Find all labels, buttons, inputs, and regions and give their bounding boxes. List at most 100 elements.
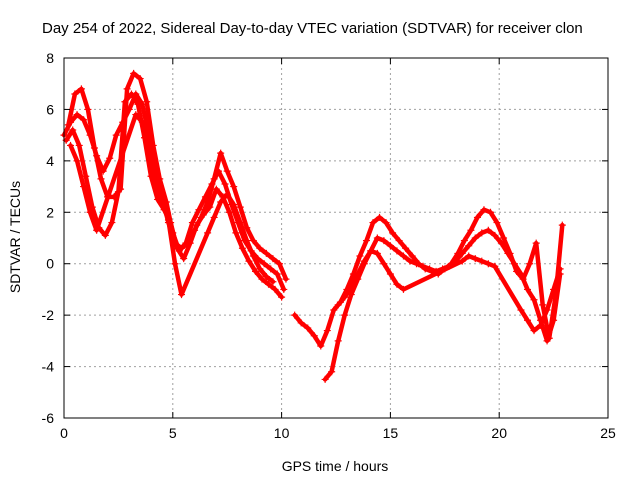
data-point [80,183,88,191]
data-point [386,270,394,278]
data-point [158,198,166,206]
data-point [360,257,368,265]
data-point [471,234,479,242]
data-point [249,237,257,245]
data-point [389,229,397,237]
data-point [317,342,325,350]
data-point [517,270,525,278]
data-point [334,301,342,309]
data-point [269,255,277,263]
data-point [550,316,558,324]
data-point [556,265,564,273]
data-point [101,231,109,239]
data-point [282,275,290,283]
data-point [402,244,410,252]
data-point [217,198,225,206]
data-point [321,375,329,383]
x-tick-label: 5 [169,425,177,441]
data-point [380,237,388,245]
data-point [236,203,244,211]
series-trace [335,248,563,333]
data-point [347,283,355,291]
data-layer [60,69,566,383]
data-point [297,319,305,327]
y-tick-label: 0 [46,256,54,272]
data-point [328,368,336,376]
data-point [132,111,140,119]
data-point [67,141,75,149]
data-point [460,237,468,245]
data-point [256,265,264,273]
data-point [112,131,120,139]
data-point [80,116,88,124]
y-tick-label: 6 [46,101,54,117]
data-point [193,221,201,229]
data-point [86,208,94,216]
data-point [238,244,246,252]
data-point [267,265,275,273]
y-tick-label: -4 [42,359,55,375]
data-point [341,311,349,319]
data-point [356,252,364,260]
data-point [367,247,375,255]
y-tick-label: -6 [42,410,55,426]
data-point [373,249,381,257]
y-tick-label: -2 [42,307,55,323]
data-point [530,327,538,335]
data-point [82,172,90,180]
data-point [73,111,81,119]
series-trace [68,112,276,297]
data-point [214,167,222,175]
data-point [206,203,214,211]
grid-layer [64,58,608,418]
plot-frame [63,57,609,419]
series-trace [63,91,284,300]
data-point [127,90,135,98]
data-point [537,321,545,329]
data-point [341,293,349,301]
data-point [151,175,159,183]
data-point [251,267,259,275]
data-point [275,260,283,268]
data-point [171,260,179,268]
data-point [532,239,540,247]
data-point [136,75,144,83]
data-point [134,100,142,108]
data-point [323,327,331,335]
data-point [408,252,416,260]
series-s7 [334,247,564,335]
data-point [543,306,551,314]
x-tick-label: 25 [600,425,616,441]
data-point [278,293,286,301]
x-tick-label: 15 [383,425,399,441]
data-point [493,219,501,227]
data-point [230,183,238,191]
data-point [256,244,264,252]
data-point [130,69,138,77]
chart-title: Day 254 of 2022, Sidereal Day-to-day VTE… [42,20,583,37]
data-point [526,260,534,268]
data-point [491,262,499,270]
data-point [114,188,122,196]
data-point [186,239,194,247]
data-point [465,252,473,260]
data-point [399,285,407,293]
data-point [208,180,216,188]
data-point [558,221,566,229]
data-point [380,260,388,268]
data-point [484,226,492,234]
data-point [106,154,114,162]
data-point [271,285,279,293]
data-point [500,234,508,242]
data-point [143,98,151,106]
data-point [419,262,427,270]
data-point [188,219,196,227]
data-point [90,144,98,152]
data-point [304,324,312,332]
data-point [393,247,401,255]
x-axis-label: GPS time / hours [282,458,389,474]
data-point [550,285,558,293]
data-point [504,249,512,257]
